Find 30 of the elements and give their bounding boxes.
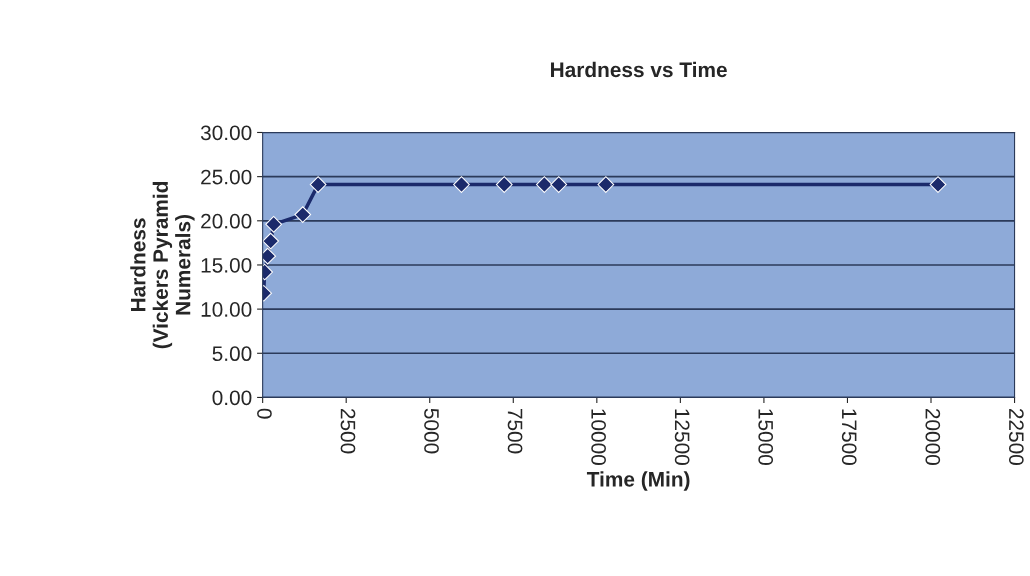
x-tick-label: 10000 <box>591 409 606 465</box>
y-tick-label: 5.00 <box>212 346 252 362</box>
y-tick-label: 0.00 <box>212 390 252 406</box>
y-tick-label: 10.00 <box>201 302 252 317</box>
x-tick-label: 15000 <box>758 409 774 465</box>
point <box>453 176 470 193</box>
chart-title: Hardness vs Time <box>551 61 727 78</box>
y-tick-label: 25.00 <box>201 169 252 185</box>
x-tick-label: 0 <box>257 408 272 419</box>
y-tick-label: 30.00 <box>200 125 252 141</box>
y-tick-label: 20.00 <box>201 213 252 229</box>
y-tick-label: 15.00 <box>201 257 252 273</box>
x-tick-label: 22500 <box>1008 408 1024 465</box>
point <box>535 176 553 193</box>
x-tick-label: 17500 <box>841 409 857 465</box>
point <box>929 176 947 193</box>
point <box>262 232 280 250</box>
point <box>597 176 615 193</box>
point <box>265 215 283 233</box>
x-tick-label: 7500 <box>507 408 523 454</box>
x-tick-label: 12500 <box>674 409 690 465</box>
x-tick-label: 2500 <box>340 408 356 454</box>
point <box>294 206 312 223</box>
point <box>495 176 513 193</box>
x-tick-label: 5000 <box>424 408 439 454</box>
y-axis-title: Hardness (Vickers Pyramid Numerals) <box>130 181 195 349</box>
x-axis-title: Time (Min) <box>586 471 690 491</box>
point <box>309 176 327 193</box>
x-tick-label: 20000 <box>925 408 941 465</box>
point <box>550 176 568 193</box>
